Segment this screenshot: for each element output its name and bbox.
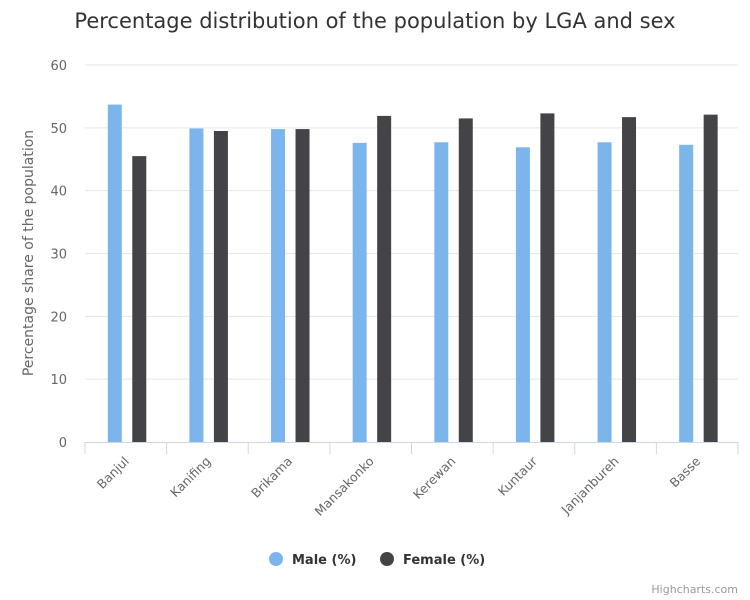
y-axis-title: Percentage share of the population bbox=[21, 130, 37, 376]
legend-item-female[interactable]: Female (%) bbox=[380, 552, 485, 568]
legend: Male (%) Female (%) bbox=[269, 552, 485, 568]
legend-label-male: Male (%) bbox=[292, 553, 356, 568]
x-tick-label: Kerewan bbox=[410, 454, 459, 503]
x-tick-label: Kanifing bbox=[167, 454, 214, 501]
legend-marker-female bbox=[380, 552, 394, 566]
bar-male-basse[interactable] bbox=[679, 144, 694, 442]
bar-male-brikama[interactable] bbox=[271, 129, 286, 442]
y-axis-ticks: 0 10 20 30 40 50 60 bbox=[50, 59, 67, 451]
x-tick-label: Kuntaur bbox=[495, 453, 541, 499]
x-tick-label: Mansakonko bbox=[312, 454, 377, 519]
bar-female-kanifing[interactable] bbox=[213, 130, 228, 442]
bar-female-mansakonko[interactable] bbox=[377, 115, 392, 443]
bars bbox=[107, 104, 718, 443]
x-tick-label: Basse bbox=[667, 453, 704, 490]
legend-label-female: Female (%) bbox=[403, 553, 485, 568]
bar-male-kanifing[interactable] bbox=[189, 128, 204, 442]
y-tick-label: 40 bbox=[50, 185, 67, 200]
legend-item-male[interactable]: Male (%) bbox=[269, 552, 356, 568]
x-tick-label: Banjul bbox=[94, 454, 132, 492]
x-axis bbox=[84, 442, 739, 454]
y-tick-label: 0 bbox=[59, 436, 67, 451]
x-axis-labels: Banjul Kanifing Brikama Mansakonko Kerewan Ku… bbox=[94, 453, 704, 519]
bar-male-kuntaur[interactable] bbox=[515, 147, 530, 443]
bar-male-kerewan[interactable] bbox=[434, 142, 449, 442]
gridlines bbox=[85, 64, 738, 380]
bar-female-janjanbureh[interactable] bbox=[622, 117, 637, 442]
bar-male-mansakonko[interactable] bbox=[352, 142, 367, 442]
x-tick-label: Janjanbureh bbox=[558, 454, 622, 518]
y-tick-label: 60 bbox=[50, 59, 67, 74]
x-tick-label: Brikama bbox=[248, 454, 295, 501]
bar-female-brikama[interactable] bbox=[295, 129, 310, 442]
bar-male-banjul[interactable] bbox=[107, 104, 122, 443]
chart-title: Percentage distribution of the populatio… bbox=[74, 9, 675, 33]
bar-female-kuntaur[interactable] bbox=[540, 113, 555, 443]
y-tick-label: 30 bbox=[50, 248, 67, 263]
credits-link[interactable]: Highcharts.com bbox=[651, 583, 738, 596]
bar-female-banjul[interactable] bbox=[132, 156, 147, 442]
bar-female-basse[interactable] bbox=[703, 114, 718, 442]
bar-female-kerewan[interactable] bbox=[458, 118, 473, 443]
legend-marker-male bbox=[269, 552, 283, 566]
y-tick-label: 10 bbox=[50, 373, 67, 388]
y-tick-label: 20 bbox=[50, 310, 67, 325]
y-tick-label: 50 bbox=[50, 122, 67, 137]
bar-male-janjanbureh[interactable] bbox=[597, 142, 612, 442]
